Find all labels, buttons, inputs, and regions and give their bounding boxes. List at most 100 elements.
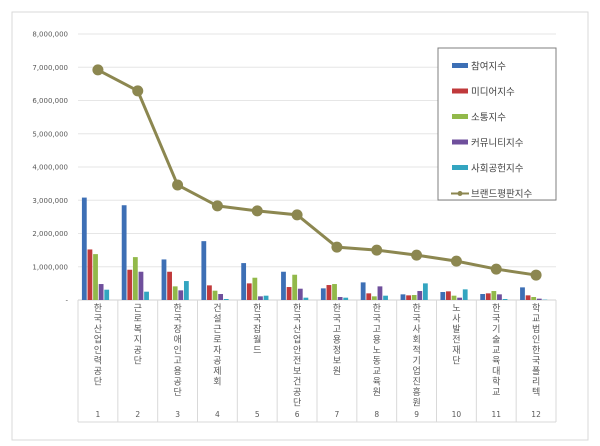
bar-소통지수 <box>292 274 298 300</box>
line-브랜드평판지수 <box>97 68 537 277</box>
bar-소통지수 <box>172 286 178 300</box>
bar-미디어지수 <box>246 283 252 300</box>
bar-사회공헌지수 <box>144 291 149 300</box>
rank-label: 5 <box>255 410 260 419</box>
bar-참여지수 <box>360 282 366 300</box>
bar-사회공헌지수 <box>104 289 110 300</box>
legend-label: 커뮤니티지수 <box>471 138 524 149</box>
bar-참여지수 <box>201 241 207 300</box>
rank-label: 6 <box>295 410 300 419</box>
line-point <box>211 200 223 212</box>
bar-사회공헌지수 <box>263 295 269 300</box>
bar-사회공헌지수 <box>303 297 309 300</box>
bar-소통지수 <box>531 297 537 300</box>
rank-label: 10 <box>452 410 462 419</box>
line-point <box>450 255 462 267</box>
legend-label: 브랜드평판지수 <box>471 189 532 200</box>
y-tick-label: 7,000,000 <box>32 64 68 72</box>
line-point <box>291 209 303 221</box>
legend-label: 참여지수 <box>471 61 506 73</box>
bar-참여지수 <box>520 287 525 300</box>
rank-label: 1 <box>96 410 101 419</box>
legend-swatch <box>452 114 468 119</box>
bar-커뮤니티지수 <box>337 297 343 300</box>
bar-소통지수 <box>132 257 138 300</box>
rank-label: 9 <box>414 410 419 419</box>
bar-참여지수 <box>241 263 247 300</box>
bar-소통지수 <box>371 296 377 300</box>
bar-참여지수 <box>440 292 446 300</box>
line-point <box>251 205 263 217</box>
bar-소통지수 <box>332 284 337 300</box>
rank-label: 8 <box>374 410 379 419</box>
bar-참여지수 <box>121 205 127 300</box>
bar-커뮤니티지수 <box>138 271 144 300</box>
rank-label: 12 <box>531 410 541 419</box>
y-tick-label: 5,000,000 <box>32 130 68 138</box>
line-point <box>172 179 184 191</box>
bar-미디어지수 <box>326 285 332 300</box>
bar-미디어지수 <box>525 295 531 300</box>
bar-소통지수 <box>212 290 218 300</box>
bar-커뮤니티지수 <box>258 296 263 300</box>
bar-사회공헌지수 <box>223 299 229 300</box>
bar-커뮤니티지수 <box>297 288 303 300</box>
rank-label: 3 <box>175 410 180 419</box>
rank-label: 4 <box>215 410 220 419</box>
line-point <box>92 64 104 76</box>
bar-참여지수 <box>400 294 406 300</box>
bar-커뮤니티지수 <box>377 286 383 300</box>
bar-참여지수 <box>320 288 326 300</box>
bar-사회공헌지수 <box>502 299 508 300</box>
bar-사회공헌지수 <box>383 295 388 300</box>
legend-label: 미디어지수 <box>471 87 515 98</box>
bar-참여지수 <box>281 271 286 300</box>
legend-swatch <box>452 139 468 145</box>
y-tick-label: 3,000,000 <box>32 197 68 205</box>
bar-커뮤니티지수 <box>457 297 463 300</box>
bar-미디어지수 <box>446 291 451 300</box>
bar-미디어지수 <box>286 287 292 300</box>
legend-marker <box>457 191 463 196</box>
y-tick-label: - <box>65 297 68 305</box>
legend-swatch <box>452 165 468 170</box>
bar-사회공헌지수 <box>422 283 428 300</box>
y-tick-label: 6,000,000 <box>32 97 68 105</box>
bar-커뮤니티지수 <box>178 290 184 300</box>
legend-label: 소통지수 <box>471 113 506 124</box>
bar-사회공헌지수 <box>183 281 189 300</box>
line-point <box>371 244 383 256</box>
bar-참여지수 <box>161 259 167 300</box>
y-tick-label: 1,000,000 <box>32 263 68 271</box>
legend-swatch <box>452 63 468 68</box>
bar-미디어지수 <box>485 293 491 300</box>
bar-소통지수 <box>93 254 98 300</box>
legend-swatch <box>452 88 468 94</box>
bar-참여지수 <box>480 294 486 300</box>
line-point <box>530 269 542 281</box>
bar-사회공헌지수 <box>462 289 468 300</box>
line-point <box>132 85 144 97</box>
bar-미디어지수 <box>207 285 212 300</box>
bar-미디어지수 <box>167 271 172 300</box>
legend-box <box>437 47 557 201</box>
bar-커뮤니티지수 <box>98 284 104 300</box>
legend-label: 사회공헌지수 <box>471 164 524 175</box>
rank-label: 2 <box>135 410 140 419</box>
bar-커뮤니티지수 <box>417 291 423 300</box>
bar-참여지수 <box>81 197 87 300</box>
bar-소통지수 <box>252 277 258 300</box>
y-tick-label: 4,000,000 <box>32 164 68 172</box>
bar-미디어지수 <box>366 293 372 300</box>
